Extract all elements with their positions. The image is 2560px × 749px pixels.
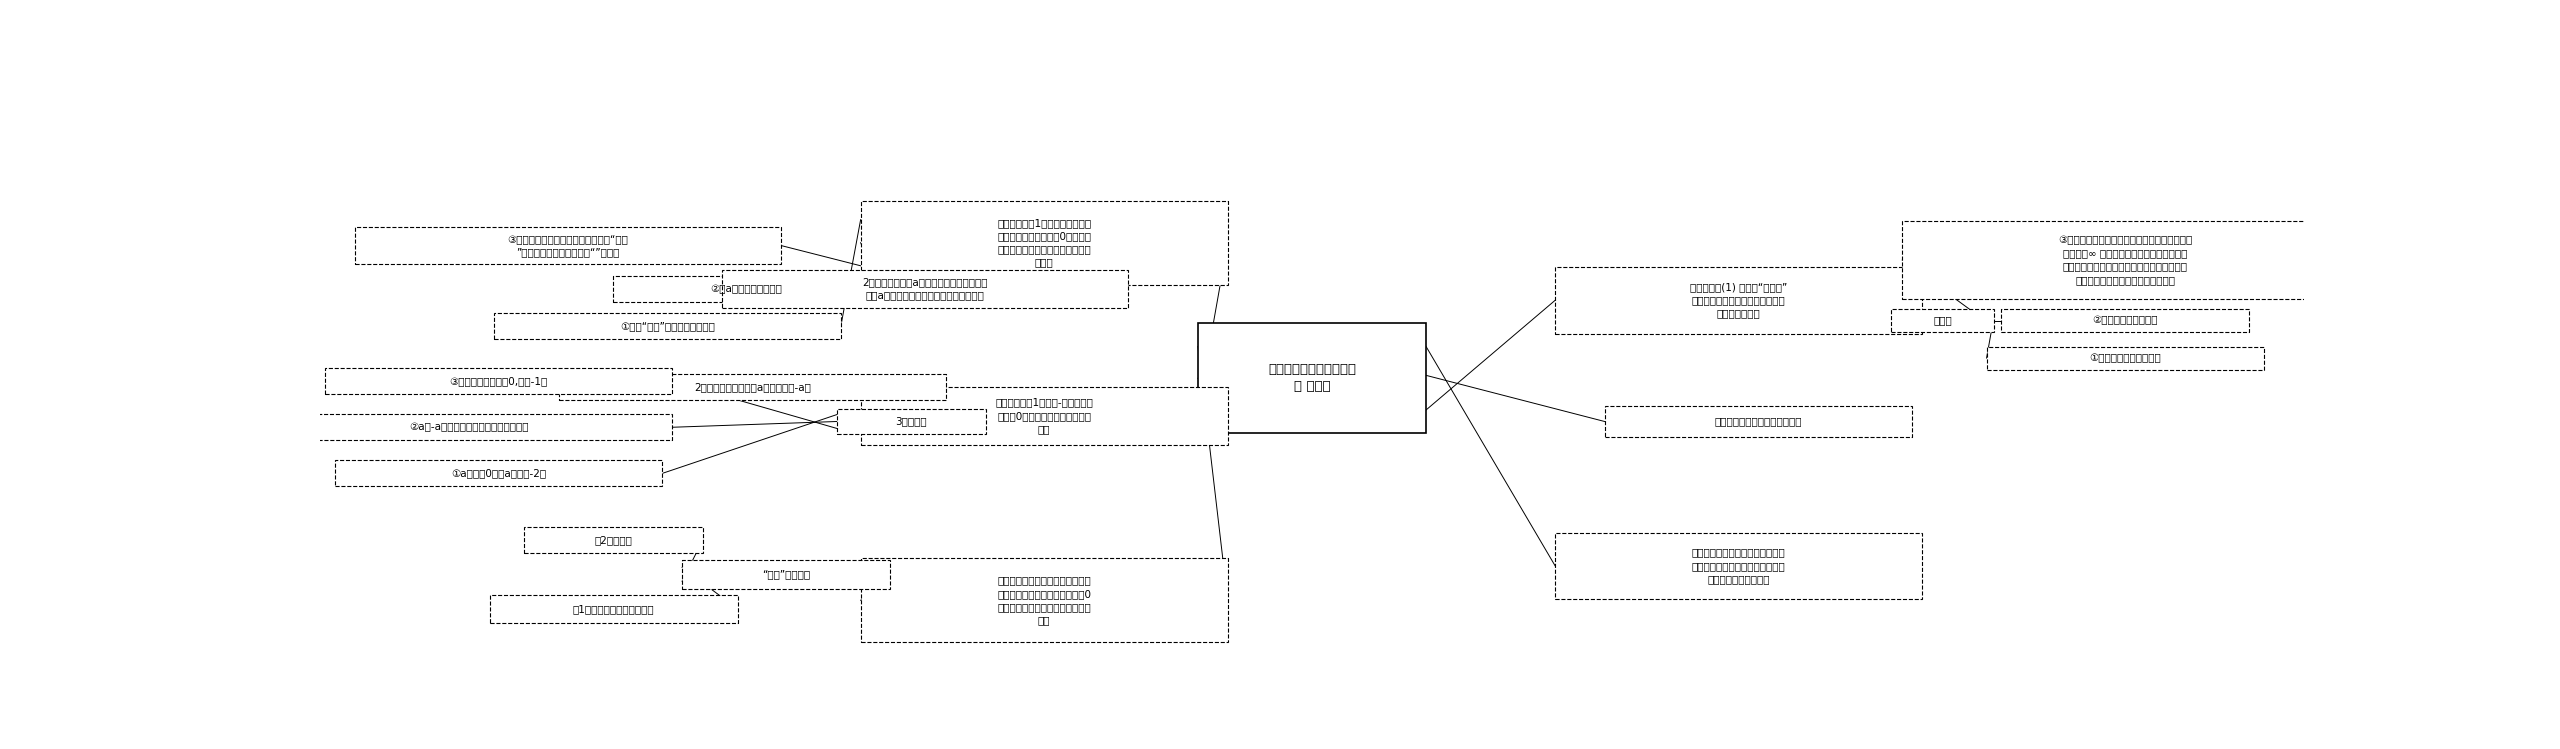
Text: ②明确绝对値的意义。: ②明确绝对値的意义。 — [2092, 315, 2158, 326]
Text: ③所有的有理数都可以在数轴上表示出来，所有
的无理数∞ 都可以在数轴上表示出来，故数
轴上的点有的表示有理数，有的表示无理数，
数轴上的点与实数是一一对应关系。: ③所有的有理数都可以在数轴上表示出来，所有 的无理数∞ 都可以在数轴上表示出来，… — [2058, 235, 2191, 285]
FancyBboxPatch shape — [494, 313, 840, 339]
FancyBboxPatch shape — [860, 201, 1229, 285]
Text: 2、求相反数的公式：a的相反数为-a、: 2、求相反数的公式：a的相反数为-a、 — [694, 382, 812, 392]
Text: ①直观地比较数的大小。: ①直观地比较数的大小。 — [2089, 353, 2161, 363]
FancyBboxPatch shape — [525, 527, 704, 553]
Text: 有理数的概念的内容包含有理数分
类的原则和方法、相反数、数轴、
绝对値的概念和特点。: 有理数的概念的内容包含有理数分 类的原则和方法、相反数、数轴、 绝对値的概念和特… — [1692, 548, 1784, 584]
Text: 二、非负数：正数与零的统称。: 二、非负数：正数与零的统称。 — [1715, 416, 1802, 426]
Text: 初中数学知识点七年级上
册 有理数: 初中数学知识点七年级上 册 有理数 — [1267, 363, 1357, 393]
FancyBboxPatch shape — [837, 408, 986, 434]
Text: ①a不等于0时，a不等于-2、: ①a不等于0时，a不等于-2、 — [451, 468, 545, 479]
FancyBboxPatch shape — [266, 414, 673, 440]
Text: ③两个相反数的和为0,商为-1。: ③两个相反数的和为0,商为-1。 — [451, 376, 548, 386]
FancyBboxPatch shape — [325, 369, 673, 394]
Text: ②数a的绝对値只有一个: ②数a的绝对値只有一个 — [712, 284, 783, 294]
Text: “分类”的原则：: “分类”的原则： — [763, 569, 812, 579]
Text: 一、有理数的分类：有理数包括整
数和分数，整数又包括正整数、0
和负整数，分数包括正分数和负分
数。: 一、有理数的分类：有理数包括整 数和分数，整数又包括正整数、0 和负整数，分数包… — [998, 575, 1091, 625]
FancyBboxPatch shape — [1554, 267, 1923, 333]
FancyBboxPatch shape — [722, 270, 1129, 308]
FancyBboxPatch shape — [860, 387, 1229, 445]
FancyBboxPatch shape — [1605, 406, 1912, 437]
Text: ③处理任何类型的题目，只要其中有“｜｜
”出现，其关键一步是去掉“”符号。: ③处理任何类型的题目，只要其中有“｜｜ ”出现，其关键一步是去掉“”符号。 — [507, 234, 627, 257]
FancyBboxPatch shape — [612, 276, 881, 302]
FancyBboxPatch shape — [1987, 347, 2266, 369]
FancyBboxPatch shape — [558, 374, 947, 400]
FancyBboxPatch shape — [1892, 309, 1994, 332]
Text: （2）有标准: （2）有标准 — [594, 535, 632, 545]
Text: 2、几何定义：数a的绝对値顶的几何意义是
实数a在数轴上所对应的点到原点的距离。: 2、几何定义：数a的绝对値顶的几何意义是 实数a在数轴上所对应的点到原点的距离。 — [863, 277, 988, 300]
FancyBboxPatch shape — [489, 595, 737, 623]
Text: 四、数轴：(1) 定义（“三要素”
）：具有原点、正方向、单位长度
的直线叫数轴。: 四、数轴：(1) 定义（“三要素” ）：具有原点、正方向、单位长度 的直线叫数轴… — [1690, 282, 1787, 318]
Text: ②a与-a在数轴上的位置关于原点对称、: ②a与-a在数轴上的位置关于原点对称、 — [410, 422, 527, 432]
FancyBboxPatch shape — [681, 560, 891, 589]
FancyBboxPatch shape — [356, 227, 781, 264]
Text: 作用：: 作用： — [1933, 315, 1953, 326]
FancyBboxPatch shape — [335, 461, 663, 486]
Text: 3、性质：: 3、性质： — [896, 416, 927, 426]
Text: 五、绝对値：1、代数定义：正数
的绝对値是它的本身，0的绝对値
是它的本身，负数的绝对値是它的
相反数: 五、绝对値：1、代数定义：正数 的绝对値是它的本身，0的绝对値 是它的本身，负数… — [996, 218, 1091, 267]
Text: 三、相反数：1、定义-如果两个数
的和为0，那么这两个数互为相反
数、: 三、相反数：1、定义-如果两个数 的和为0，那么这两个数互为相反 数、 — [996, 398, 1093, 434]
FancyBboxPatch shape — [1554, 533, 1923, 599]
FancyBboxPatch shape — [860, 559, 1229, 642]
FancyBboxPatch shape — [1198, 324, 1426, 433]
FancyBboxPatch shape — [2002, 309, 2250, 332]
FancyBboxPatch shape — [1902, 221, 2348, 299]
Text: （1）相称（不重、不漏）；: （1）相称（不重、不漏）； — [573, 604, 655, 614]
Text: ①符号“｜｜”是非负数的标志；: ①符号“｜｜”是非负数的标志； — [620, 321, 714, 331]
